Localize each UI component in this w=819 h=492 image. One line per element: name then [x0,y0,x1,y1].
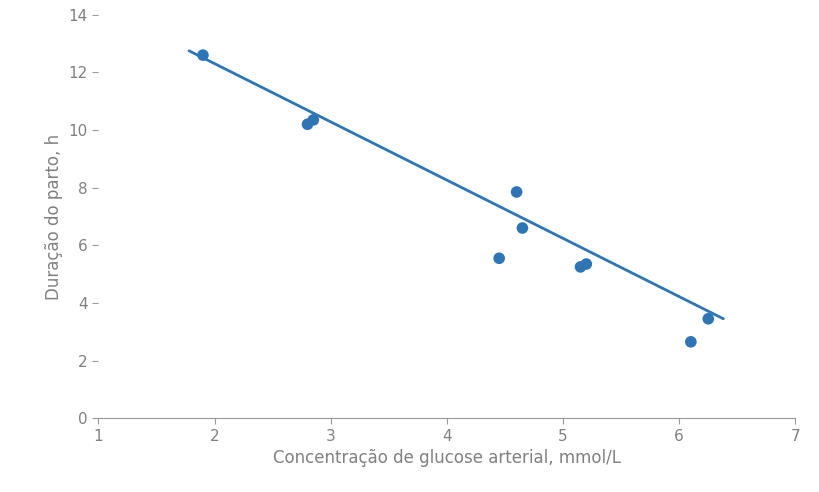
Point [306,116,319,124]
Point [683,338,696,346]
Point [301,121,314,128]
X-axis label: Concentração de glucose arterial, mmol/L: Concentração de glucose arterial, mmol/L [273,449,620,467]
Point [509,188,523,196]
Point [701,315,714,323]
Point [492,254,505,262]
Point [196,51,209,59]
Point [579,260,592,268]
Y-axis label: Duração do parto, h: Duração do parto, h [45,133,63,300]
Point [573,263,586,271]
Point [515,224,528,232]
